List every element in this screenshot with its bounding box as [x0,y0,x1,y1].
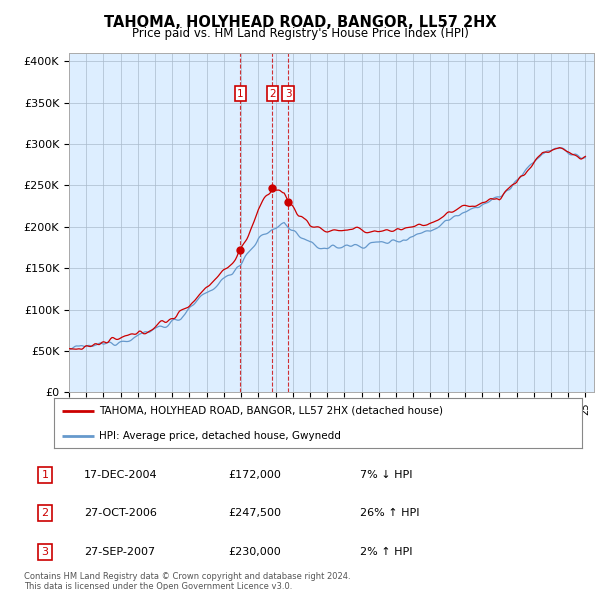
Text: 2: 2 [41,509,49,518]
Text: Contains HM Land Registry data © Crown copyright and database right 2024.: Contains HM Land Registry data © Crown c… [24,572,350,581]
Text: TAHOMA, HOLYHEAD ROAD, BANGOR, LL57 2HX: TAHOMA, HOLYHEAD ROAD, BANGOR, LL57 2HX [104,15,496,30]
Text: 26% ↑ HPI: 26% ↑ HPI [360,509,419,518]
Text: 1: 1 [41,470,49,480]
Text: £230,000: £230,000 [228,547,281,556]
Text: 27-SEP-2007: 27-SEP-2007 [84,547,155,556]
Text: TAHOMA, HOLYHEAD ROAD, BANGOR, LL57 2HX (detached house): TAHOMA, HOLYHEAD ROAD, BANGOR, LL57 2HX … [99,406,443,416]
Text: 2: 2 [269,89,276,99]
Text: £247,500: £247,500 [228,509,281,518]
Text: 2% ↑ HPI: 2% ↑ HPI [360,547,413,556]
Text: HPI: Average price, detached house, Gwynedd: HPI: Average price, detached house, Gwyn… [99,431,341,441]
Text: 27-OCT-2006: 27-OCT-2006 [84,509,157,518]
Text: 1: 1 [237,89,244,99]
Text: £172,000: £172,000 [228,470,281,480]
Text: 3: 3 [285,89,292,99]
Text: Price paid vs. HM Land Registry's House Price Index (HPI): Price paid vs. HM Land Registry's House … [131,27,469,40]
Text: 17-DEC-2004: 17-DEC-2004 [84,470,158,480]
Text: 7% ↓ HPI: 7% ↓ HPI [360,470,413,480]
Text: This data is licensed under the Open Government Licence v3.0.: This data is licensed under the Open Gov… [24,582,292,590]
Text: 3: 3 [41,547,49,556]
